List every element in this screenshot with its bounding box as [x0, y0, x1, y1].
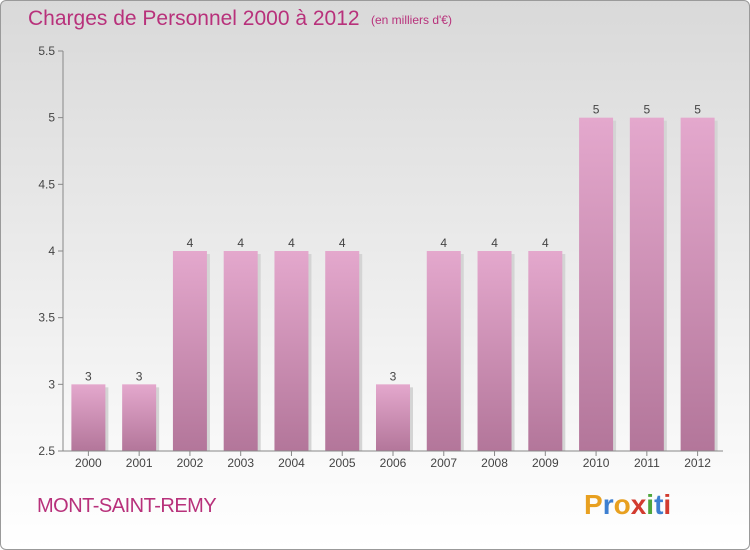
bar-2003 [223, 251, 258, 451]
bar-2009 [528, 251, 563, 451]
bar-2007 [426, 251, 461, 451]
commune-name: MONT-SAINT-REMY [37, 495, 217, 517]
logo-letter: i [663, 489, 672, 520]
bar-2005 [325, 251, 360, 451]
x-tick-label: 2001 [126, 456, 153, 470]
logo-letter: x [630, 489, 647, 520]
x-axis: 2000 2001 2002 2003 2004 2005 2006 2007 2008 2009… [63, 450, 723, 470]
bar-value-label: 5 [694, 103, 701, 117]
bar-2000 [71, 384, 106, 451]
y-tick-label: 4.5 [38, 177, 55, 191]
y-tick-label: 5 [48, 111, 55, 125]
bar-2002 [172, 251, 207, 451]
y-tick-label: 3.5 [38, 311, 55, 325]
y-tick-label: 2.5 [38, 444, 55, 458]
y-axis: 2.5 3 3.5 4 4.5 5 5.5 [38, 44, 64, 458]
bar-value-label: 4 [440, 236, 447, 250]
y-tick-label: 4 [48, 244, 55, 258]
bar-value-label: 3 [85, 369, 92, 383]
x-tick-label: 2007 [430, 456, 457, 470]
bar-value-label: 4 [237, 236, 244, 250]
logo-letter: r [602, 489, 614, 520]
y-tick-label: 5.5 [38, 44, 55, 58]
chart-title: Charges de Personnel 2000 à 2012 [28, 7, 360, 30]
bar-value-label: 4 [542, 236, 549, 250]
x-tick-label: 2003 [227, 456, 254, 470]
bar-value-label: 3 [136, 369, 143, 383]
x-tick-label: 2005 [329, 456, 356, 470]
bar-2012 [680, 117, 715, 452]
bar-value-label: 4 [491, 236, 498, 250]
bars-group: 3 3 4 4 4 4 3 4 4 4 5 5 5 [71, 103, 718, 452]
logo-letter: P [584, 489, 603, 520]
bar-value-label: 5 [593, 103, 600, 117]
logo-letter: i [646, 489, 655, 520]
x-tick-label: 2009 [532, 456, 559, 470]
x-tick-label: 2008 [481, 456, 508, 470]
x-tick-label: 2012 [684, 456, 711, 470]
bar-2010 [579, 117, 614, 452]
x-tick-label: 2000 [75, 456, 102, 470]
bar-2008 [477, 251, 512, 451]
x-tick-label: 2004 [278, 456, 305, 470]
bar-2006 [376, 384, 410, 451]
bar-2011 [629, 117, 664, 452]
bar-value-label: 3 [390, 369, 397, 383]
x-tick-label: 2002 [177, 456, 204, 470]
x-tick-label: 2011 [634, 456, 660, 470]
proxiti-logo: Proxiti [584, 489, 671, 521]
bar-value-label: 4 [187, 236, 194, 250]
x-tick-label: 2006 [380, 456, 407, 470]
logo-letter: t [654, 489, 664, 520]
bar-2004 [274, 251, 309, 451]
chart-subtitle: (en milliers d'€) [371, 13, 452, 27]
x-tick-label: 2010 [583, 456, 610, 470]
bar-2001 [122, 384, 157, 451]
y-tick-label: 3 [48, 377, 55, 391]
bar-value-label: 4 [339, 236, 346, 250]
bar-value-label: 5 [644, 103, 651, 117]
logo-letter: o [613, 489, 631, 520]
bar-value-label: 4 [288, 236, 295, 250]
